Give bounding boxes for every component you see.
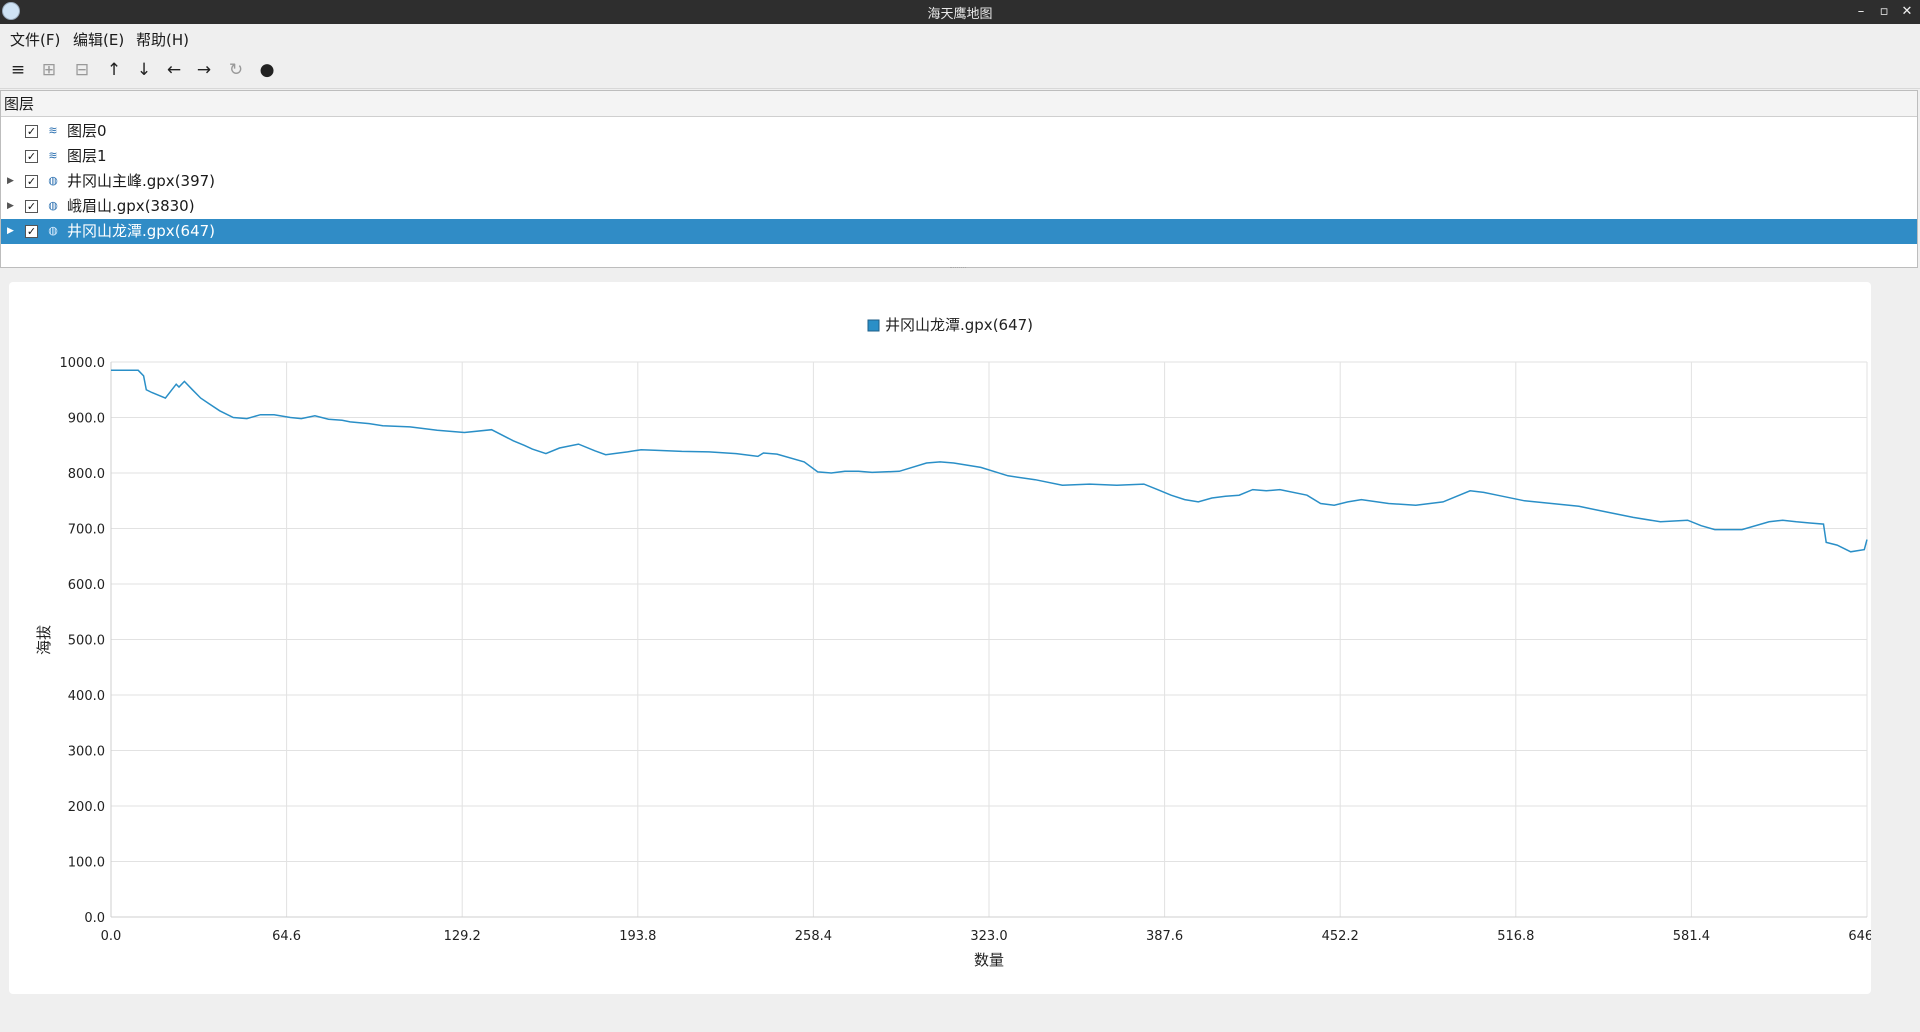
close-button[interactable]: ✕ (1901, 4, 1913, 19)
x-tick-label: 0.0 (101, 929, 122, 944)
expand-arrow-icon[interactable]: ▶ (7, 201, 14, 211)
layer-stack-icon: ≋ (48, 124, 58, 137)
expand-arrow-icon[interactable]: ▶ (7, 176, 14, 186)
layer-checkbox[interactable]: ✓ (25, 225, 38, 238)
legend-swatch (867, 319, 880, 332)
y-axis-title: 海拔 (35, 625, 53, 655)
x-tick-label: 646.0 (1848, 929, 1871, 944)
y-tick-label: 700.0 (68, 523, 105, 538)
elevation-chart: 0.0 64.6 129.2 193.8 258.4 323.0 387.6 452.2 516… (35, 316, 1871, 969)
layer-checkbox[interactable]: ✓ (25, 175, 38, 188)
y-tick-label: 400.0 (68, 689, 105, 704)
layer-row-selected[interactable]: ▶ ✓ ◍ 井冈山龙潭.gpx(647) (1, 219, 1917, 244)
layers-panel: 图层 ✓ ≋ 图层0 ✓ ≋ 图层1 ▶ ✓ ◍ 井冈山主峰.gpx(397) … (0, 90, 1918, 268)
expand-arrow-icon[interactable]: ▶ (7, 226, 14, 236)
layer-name: 图层1 (67, 147, 107, 165)
layer-name: 井冈山龙潭.gpx(647) (67, 222, 216, 240)
x-tick-label: 452.2 (1322, 929, 1359, 944)
x-tick-labels: 0.0 64.6 129.2 193.8 258.4 323.0 387.6 452.2 516… (101, 929, 1871, 944)
layer-row[interactable]: ✓ ≋ 图层0 (1, 119, 1917, 144)
minimize-button[interactable]: – (1857, 4, 1865, 19)
move-left-icon[interactable]: ← (166, 60, 182, 80)
layer-checkbox[interactable]: ✓ (25, 125, 38, 138)
layer-checkbox[interactable]: ✓ (25, 150, 38, 163)
legend-label: 井冈山龙潭.gpx(647) (885, 316, 1033, 334)
layer-row[interactable]: ✓ ≋ 图层1 (1, 144, 1917, 169)
x-tick-label: 193.8 (619, 929, 656, 944)
layer-row[interactable]: ▶ ✓ ◍ 峨眉山.gpx(3830) (1, 194, 1917, 219)
y-tick-labels: 0.0 100.0 200.0 300.0 400.0 500.0 600.0 700.0 80… (60, 356, 106, 926)
x-tick-label: 64.6 (272, 929, 301, 944)
remove-layer-icon[interactable]: ⊟ (74, 60, 90, 80)
elevation-chart-panel: 0.0 64.6 129.2 193.8 258.4 323.0 387.6 452.2 516… (9, 282, 1871, 994)
layer-checkbox[interactable]: ✓ (25, 200, 38, 213)
layer-row[interactable]: ▶ ✓ ◍ 井冈山主峰.gpx(397) (1, 169, 1917, 194)
y-tick-label: 0.0 (84, 911, 105, 926)
y-tick-label: 200.0 (68, 800, 105, 815)
menu-icon[interactable]: ≡ (10, 60, 26, 80)
layer-stack-icon: ≋ (48, 149, 58, 162)
x-tick-label: 323.0 (970, 929, 1007, 944)
y-tick-label: 500.0 (68, 634, 105, 649)
maximize-button[interactable]: ▫ (1879, 4, 1889, 19)
menu-file[interactable]: 文件(F) (10, 31, 61, 49)
y-tick-label: 100.0 (68, 856, 105, 871)
y-tick-label: 1000.0 (60, 356, 106, 371)
move-up-icon[interactable]: ↑ (106, 60, 122, 80)
layer-name: 峨眉山.gpx(3830) (67, 197, 195, 215)
layer-name: 图层0 (67, 122, 107, 140)
series-line (111, 369, 1868, 553)
y-tick-label: 800.0 (68, 467, 105, 482)
y-tick-label: 600.0 (68, 578, 105, 593)
record-dot-icon[interactable]: ● (259, 60, 275, 80)
layer-name: 井冈山主峰.gpx(397) (67, 172, 216, 190)
title-bar: 海天鹰地图 – ▫ ✕ (0, 0, 1920, 24)
x-tick-label: 516.8 (1497, 929, 1534, 944)
track-globe-icon: ◍ (48, 224, 58, 237)
menu-bar: 文件(F) 编辑(E) 帮助(H) (0, 24, 1920, 52)
move-down-icon[interactable]: ↓ (136, 60, 152, 80)
y-tick-label: 300.0 (68, 745, 105, 760)
y-tick-label: 900.0 (68, 412, 105, 427)
add-layer-icon[interactable]: ⊞ (41, 60, 57, 80)
refresh-icon[interactable]: ↻ (228, 60, 244, 80)
x-tick-label: 581.4 (1673, 929, 1710, 944)
chart-grid (110, 361, 1868, 918)
window-title: 海天鹰地图 (927, 7, 993, 22)
x-tick-label: 387.6 (1146, 929, 1183, 944)
x-tick-label: 129.2 (444, 929, 481, 944)
app-logo-icon (2, 2, 20, 20)
splitter-handle[interactable] (950, 267, 966, 270)
menu-edit[interactable]: 编辑(E) (73, 31, 125, 49)
menu-help[interactable]: 帮助(H) (136, 31, 189, 49)
chart-legend: 井冈山龙潭.gpx(647) (867, 316, 1033, 334)
x-axis-title: 数量 (974, 951, 1004, 969)
track-globe-icon: ◍ (48, 199, 58, 212)
move-right-icon[interactable]: → (196, 60, 212, 80)
track-globe-icon: ◍ (48, 174, 58, 187)
toolbar: ≡ ⊞ ⊟ ↑ ↓ ← → ↻ ● (0, 52, 1920, 89)
layers-header: 图层 (1, 91, 1917, 117)
x-tick-label: 258.4 (795, 929, 832, 944)
